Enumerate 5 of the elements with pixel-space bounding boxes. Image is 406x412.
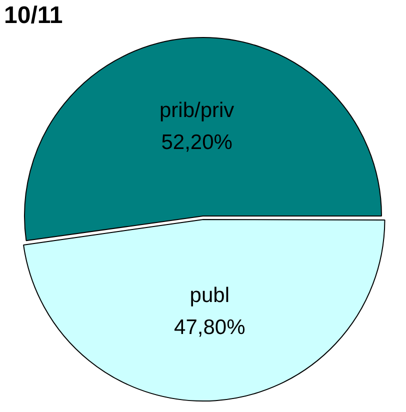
chart-title: 10/11 <box>4 2 63 30</box>
slice-label: publ <box>190 284 230 307</box>
slice-label: prib/priv <box>159 98 235 122</box>
data-label: 52,20% <box>161 130 232 154</box>
data-label: 47,80% <box>174 316 246 339</box>
